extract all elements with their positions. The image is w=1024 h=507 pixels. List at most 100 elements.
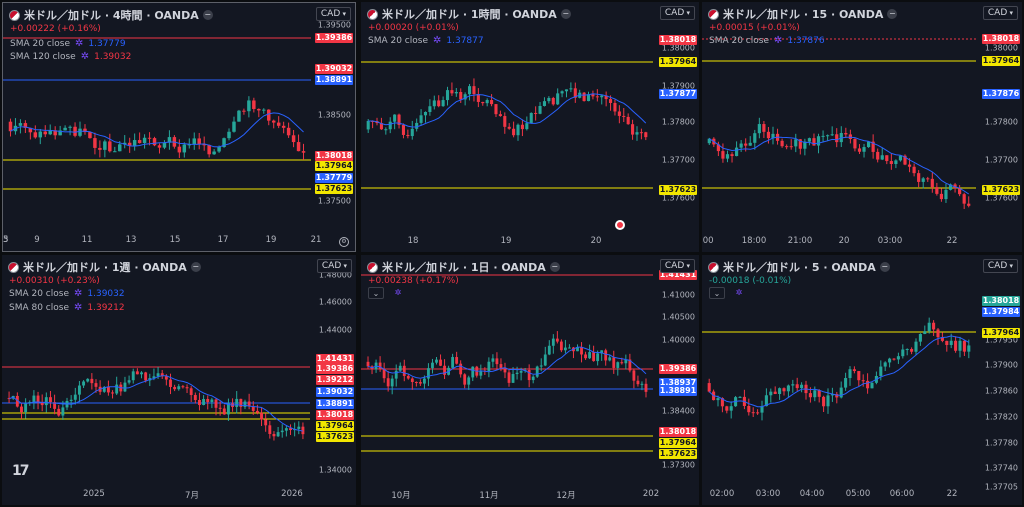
settings-icon[interactable]: ✲: [74, 302, 83, 313]
symbol-title[interactable]: 米ドル／加ドル · 1週 · OANDA −: [8, 259, 201, 275]
chart-plot-1w[interactable]: [2, 255, 356, 505]
settings-icon[interactable]: ✲: [735, 288, 743, 297]
candle-body: [889, 161, 893, 164]
settings-icon[interactable]: ✲: [394, 288, 402, 297]
indicator-sma20[interactable]: SMA 20 close ✲ 1.39032: [9, 288, 125, 299]
symbol-title[interactable]: 米ドル／加ドル · 5 · OANDA −: [708, 259, 890, 275]
chart-plot-4h[interactable]: [3, 3, 356, 252]
symbol-title[interactable]: 米ドル／加ドル · 15 · OANDA −: [708, 6, 898, 22]
currency-select[interactable]: CAD: [659, 6, 695, 20]
minus-icon[interactable]: −: [549, 262, 560, 272]
time-axis[interactable]: 18 19 20: [361, 236, 653, 250]
time-tick: 13: [125, 235, 137, 245]
time-axis[interactable]: 02:00 03:00 04:00 05:00 06:00 22: [702, 489, 976, 503]
price-tick: 1.37950: [984, 335, 1018, 345]
candle-body: [644, 132, 648, 138]
settings-icon[interactable]: ✲: [74, 288, 83, 299]
currency-select[interactable]: CAD: [315, 7, 351, 21]
settings-icon[interactable]: ✲: [75, 38, 84, 49]
candle-body: [560, 91, 564, 94]
event-marker-icon[interactable]: [615, 220, 625, 230]
symbol-title[interactable]: 米ドル／加ドル · 4時間 · OANDA −: [9, 7, 213, 23]
time-axis[interactable]: 10月 11月 12月 202: [361, 489, 659, 503]
price-axis[interactable]: 1.38000 1.37900 1.37800 1.37700 1.37600 1.380…: [653, 2, 699, 232]
indicator-sma20[interactable]: SMA 20 close ✲ 1.37877: [368, 35, 484, 46]
minus-icon[interactable]: −: [202, 10, 213, 20]
price-axis[interactable]: 1.39500 1.38500 1.37500 1.39386 1.39032 1.388…: [309, 3, 355, 231]
price-tick: 1.37800: [661, 117, 695, 127]
time-axis[interactable]: 5:00 18:00 21:00 20 03:00 22: [702, 236, 976, 250]
candle-body: [564, 89, 569, 92]
chart-plot-1d[interactable]: [361, 255, 699, 505]
time-tick: 18:00: [741, 236, 767, 246]
currency-select[interactable]: CAD: [982, 6, 1018, 20]
time-axis[interactable]: 9 11 13 15 17 19 21 2325: [3, 235, 321, 249]
chart-panel-15m[interactable]: 米ドル／加ドル · 15 · OANDA − +0.00015 (+0.01%) …: [702, 2, 1022, 252]
candle-body: [185, 387, 189, 389]
symbol-title[interactable]: 米ドル／加ドル · 1日 · OANDA −: [367, 259, 560, 275]
indicator-sma120[interactable]: SMA 120 close ✲ 1.39032: [10, 51, 131, 62]
chart-panel-1h[interactable]: 米ドル／加ドル · 1時間 · OANDA − +0.00020 (+0.01%)…: [361, 2, 699, 252]
time-tick: 19: [500, 236, 512, 246]
candle-body: [156, 373, 160, 377]
price-label: 1.38891: [316, 399, 354, 409]
candle-body: [280, 430, 284, 433]
chart-panel-5m[interactable]: 米ドル／加ドル · 5 · OANDA − -0.00018 (-0.01%) ⌄…: [702, 255, 1022, 505]
time-axis[interactable]: 2025 7月 2026: [2, 489, 310, 503]
chart-plot-5m[interactable]: [702, 255, 1022, 505]
price-label: 1.39212: [316, 375, 354, 385]
currency-select[interactable]: CAD: [982, 259, 1018, 273]
chart-panel-4h[interactable]: 米ドル／加ドル · 4時間 · OANDA − +0.00222 (+0.16%)…: [2, 2, 356, 252]
minus-icon[interactable]: −: [879, 262, 890, 272]
candle-body: [812, 138, 816, 146]
indicator-sma20[interactable]: SMA 20 close ✲ 1.37779: [10, 38, 126, 49]
chart-plot-15m[interactable]: [702, 2, 1022, 252]
candle-body: [580, 347, 583, 355]
candle-body: [954, 340, 958, 351]
price-axis[interactable]: 1.41000 1.40500 1.40000 1.38400 1.37300 1.414…: [653, 255, 699, 485]
candle-body: [769, 391, 773, 396]
candle-body: [744, 143, 748, 146]
minus-icon[interactable]: −: [560, 9, 571, 19]
candle-body: [747, 405, 751, 413]
indicator-sma20[interactable]: SMA 20 close ✲ 1.37876: [709, 35, 825, 46]
settings-icon[interactable]: ✲: [774, 35, 783, 46]
candle-body: [189, 388, 193, 396]
chevron-down-icon[interactable]: ⌄: [368, 287, 384, 299]
chart-panel-1d[interactable]: 米ドル／加ドル · 1日 · OANDA − +0.00238 (+0.17%) …: [361, 255, 699, 505]
candle-body: [592, 352, 596, 362]
price-label: 1.37876: [982, 89, 1020, 99]
minus-icon[interactable]: −: [887, 9, 898, 19]
settings-icon[interactable]: ✲: [80, 51, 90, 62]
indicator-sma80[interactable]: SMA 80 close ✲ 1.39212: [9, 302, 125, 313]
candle-body: [390, 378, 394, 387]
candle-body: [764, 395, 768, 407]
candle-body: [94, 383, 98, 387]
price-axis[interactable]: 1.48000 1.46000 1.44000 1.34000 1.41431 1.393…: [310, 255, 356, 485]
candle-body: [604, 95, 608, 100]
candle-body: [432, 100, 436, 107]
candle-body: [782, 388, 786, 392]
chevron-down-icon[interactable]: ⌄: [709, 287, 725, 299]
settings-icon[interactable]: ✲: [433, 35, 442, 46]
candle-body: [785, 146, 789, 148]
usd-cad-flag-icon: [708, 8, 719, 20]
candle-body: [519, 371, 523, 373]
currency-select[interactable]: CAD: [659, 259, 695, 273]
currency-select[interactable]: CAD: [316, 259, 352, 273]
candle-body: [173, 386, 177, 390]
settings-icon[interactable]: ⚙: [339, 237, 349, 247]
candle-body: [103, 141, 107, 150]
price-tick: 1.44000: [318, 325, 352, 335]
price-axis[interactable]: 1.380001.379501.379001.378601.378201.377…: [976, 255, 1022, 492]
candle-body: [568, 347, 571, 349]
chart-panel-1w[interactable]: 米ドル／加ドル · 1週 · OANDA − +0.00310 (+0.23%) …: [2, 255, 356, 505]
price-axis[interactable]: 1.38000 1.37800 1.37700 1.37600 1.38018 1.379…: [976, 2, 1022, 232]
candle-body: [894, 160, 898, 164]
chart-plot-1h[interactable]: [361, 2, 699, 252]
usd-cad-flag-icon: [367, 8, 378, 20]
symbol-title[interactable]: 米ドル／加ドル · 1時間 · OANDA −: [367, 6, 571, 22]
time-tick: 9: [34, 235, 40, 245]
candle-body: [826, 395, 830, 407]
minus-icon[interactable]: −: [190, 262, 201, 272]
